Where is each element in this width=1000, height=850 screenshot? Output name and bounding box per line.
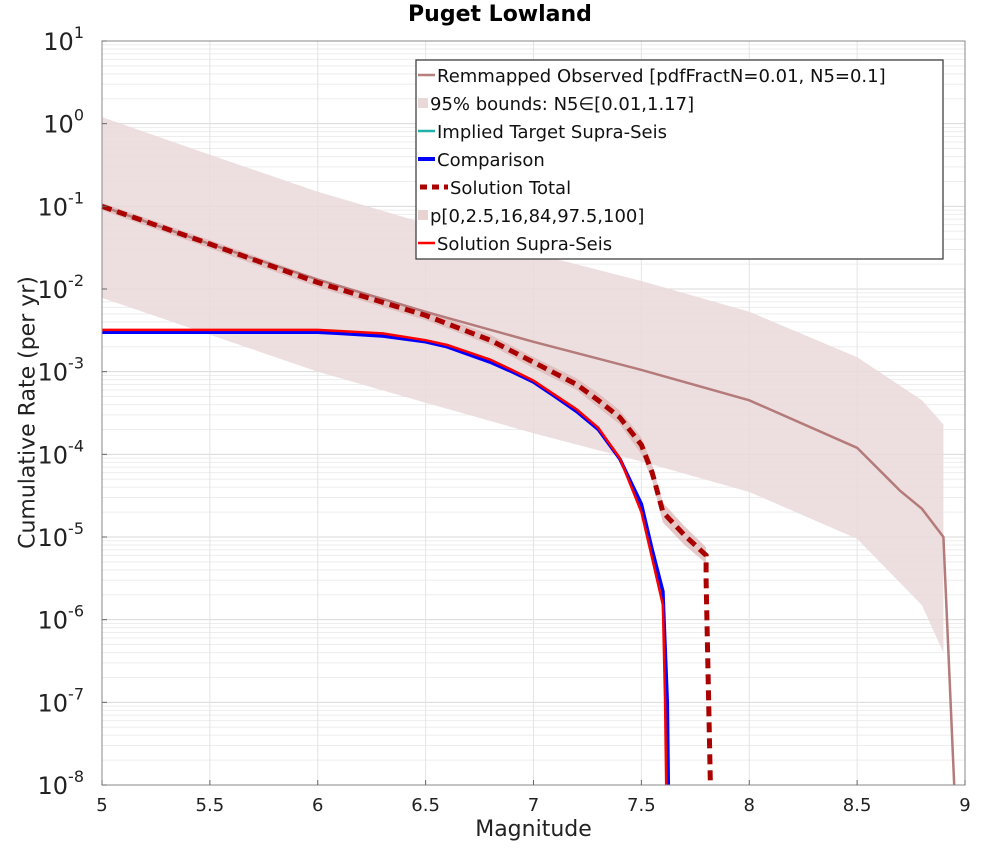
y-tick-label: 10-4 (38, 436, 85, 469)
legend-label: Solution Supra-Seis (437, 234, 612, 255)
legend-label: 95% bounds: N5∈[0.01,1.17] (430, 94, 694, 115)
legend-entry: 95% bounds: N5∈[0.01,1.17] (418, 94, 694, 115)
x-tick-labels: 5 5.5 6 6.5 7 7.5 8 8.5 9 (96, 780, 971, 816)
x-tick-label: 8 (744, 795, 755, 816)
legend-entry: Comparison (418, 150, 545, 171)
y-tick-label: 10-6 (38, 602, 85, 635)
bounds-95-band (102, 117, 944, 653)
x-tick-label: 5.5 (196, 795, 225, 816)
y-tick-label: 10-8 (38, 767, 85, 800)
legend-entry: Implied Target Supra-Seis (418, 122, 667, 143)
legend-label: p[0,2.5,16,84,97.5,100] (430, 206, 644, 227)
x-tick-label: 7.5 (627, 795, 656, 816)
y-tick-label: 10-2 (38, 271, 85, 304)
legend-entry: Solution Total (420, 178, 571, 199)
y-tick-label: 10-7 (38, 684, 85, 717)
x-tick-label: 6 (312, 795, 323, 816)
legend-entry: p[0,2.5,16,84,97.5,100] (418, 206, 644, 227)
chart-title: Puget Lowland (408, 2, 592, 27)
legend-label: Remmapped Observed [pdfFractN=0.01, N5=0… (437, 66, 886, 87)
x-tick-label: 8.5 (843, 795, 872, 816)
legend-label: Solution Total (450, 178, 571, 199)
y-tick-label: 10-1 (38, 188, 85, 221)
legend-swatch (418, 98, 428, 108)
y-axis-label: Cumulative Rate (per yr) (15, 276, 41, 549)
x-axis-label: Magnitude (475, 817, 592, 842)
legend-entry: Solution Supra-Seis (418, 234, 612, 255)
legend-swatch (418, 210, 428, 220)
solution-supra-seis-line (102, 328, 668, 786)
solution-total-line (101, 203, 713, 786)
y-tick-label: 10-3 (38, 354, 85, 387)
legend-entry: Remmapped Observed [pdfFractN=0.01, N5=0… (418, 66, 886, 87)
x-tick-label: 7 (528, 795, 539, 816)
y-tick-label: 100 (43, 106, 84, 139)
legend-label: Implied Target Supra-Seis (437, 122, 667, 143)
y-tick-label: 10-5 (38, 519, 85, 552)
legend-label: Comparison (437, 150, 545, 171)
y-tick-label: 101 (43, 23, 84, 56)
x-tick-label: 5 (96, 795, 107, 816)
y-tick-labels: 101 100 10-1 10-2 10-3 10-4 10-5 10-6 10-7 10-8 (38, 23, 107, 800)
legend: Remmapped Observed [pdfFractN=0.01, N5=0… (415, 59, 944, 260)
x-tick-label: 6.5 (411, 795, 440, 816)
legend-box (415, 59, 944, 260)
x-tick-label: 9 (959, 795, 970, 816)
